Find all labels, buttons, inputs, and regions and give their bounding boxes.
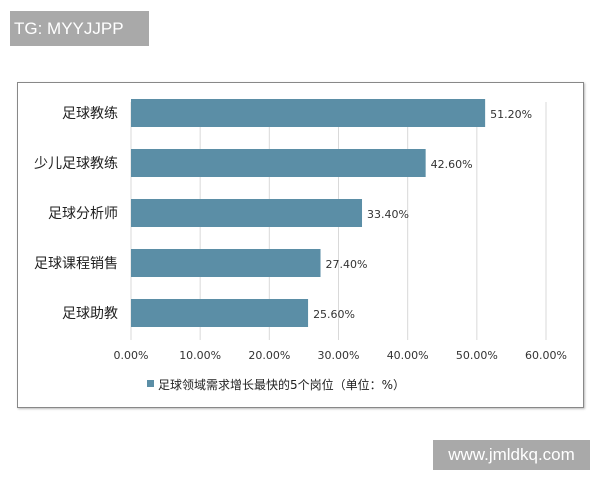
category-label: 足球教练 <box>62 106 118 122</box>
bar <box>131 199 363 227</box>
watermark-bottom: www.jmldkq.com <box>433 440 590 470</box>
x-tick-label: 30.00% <box>318 349 360 362</box>
category-label: 足球课程销售 <box>34 256 118 272</box>
legend-swatch <box>147 380 154 387</box>
x-tick-label: 40.00% <box>387 349 429 362</box>
x-tick-label: 60.00% <box>525 349 567 362</box>
category-label: 足球分析师 <box>48 206 118 222</box>
bar <box>131 149 426 177</box>
x-tick-label: 0.00% <box>114 349 149 362</box>
x-tick-label: 20.00% <box>248 349 290 362</box>
bar <box>131 249 321 277</box>
watermark-top: TG: MYYJJPP <box>10 11 149 46</box>
bar <box>131 99 486 127</box>
x-tick-label: 10.00% <box>179 349 221 362</box>
data-label: 51.20% <box>490 108 532 121</box>
data-label: 25.60% <box>313 308 355 321</box>
category-label: 少儿足球教练 <box>34 156 118 172</box>
data-label: 33.40% <box>367 208 409 221</box>
bar <box>131 299 309 327</box>
data-label: 27.40% <box>326 258 368 271</box>
chart-frame <box>17 82 584 408</box>
data-label: 42.60% <box>431 158 473 171</box>
x-tick-label: 50.00% <box>456 349 498 362</box>
category-label: 足球助教 <box>62 306 118 322</box>
legend-label: 足球领域需求增长最快的5个岗位（单位：%） <box>158 377 405 392</box>
